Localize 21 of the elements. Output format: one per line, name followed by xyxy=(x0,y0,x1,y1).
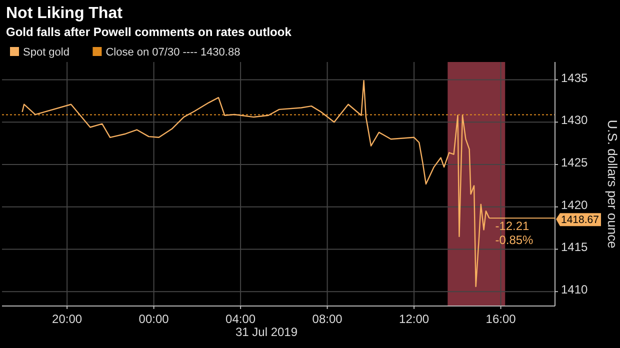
y-tick-label: 1430 xyxy=(561,113,588,128)
annotation: -0.85% xyxy=(495,233,534,248)
chart-subtitle: Gold falls after Powell comments on rates outlook xyxy=(6,25,292,39)
legend-label: Close on 07/30 ---- 1430.88 xyxy=(106,46,240,58)
x-tick-label: 20:00 xyxy=(52,312,82,326)
annotation: 1418.67 xyxy=(561,214,600,226)
x-axis-title: 31 Jul 2019 xyxy=(235,325,298,339)
x-tick-label: 00:00 xyxy=(138,312,170,326)
legend-label: Spot gold xyxy=(23,46,70,58)
x-tick-label: 08:00 xyxy=(312,312,343,326)
x-tick-label: 16:00 xyxy=(486,312,516,326)
y-tick-label: 1410 xyxy=(561,282,588,297)
y-tick-label: 1420 xyxy=(561,198,588,212)
annotation: -12.21 xyxy=(495,219,530,234)
y-tick-label: 1435 xyxy=(561,70,588,85)
chart-title: Not Liking That xyxy=(6,5,124,22)
y-axis-title: U.S. dollars per ounce xyxy=(605,120,620,248)
x-tick-label: 04:00 xyxy=(226,312,256,326)
y-tick-label: 1425 xyxy=(561,156,588,170)
x-tick-label: 12:00 xyxy=(399,312,430,326)
y-tick-label: 1415 xyxy=(561,240,588,254)
